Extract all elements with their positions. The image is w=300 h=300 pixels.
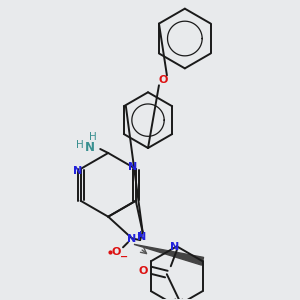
Text: −: −	[120, 252, 128, 262]
Text: H: H	[76, 140, 84, 150]
Text: N: N	[85, 140, 95, 154]
Text: N: N	[170, 242, 179, 252]
Text: O: O	[111, 247, 121, 257]
Text: N: N	[127, 234, 136, 244]
Text: O: O	[158, 75, 168, 85]
Text: N: N	[137, 232, 147, 242]
Text: H: H	[89, 132, 97, 142]
Text: +: +	[136, 230, 143, 239]
Text: N: N	[73, 166, 82, 176]
Text: N: N	[128, 162, 137, 172]
Text: O: O	[138, 266, 148, 276]
Polygon shape	[134, 244, 204, 265]
